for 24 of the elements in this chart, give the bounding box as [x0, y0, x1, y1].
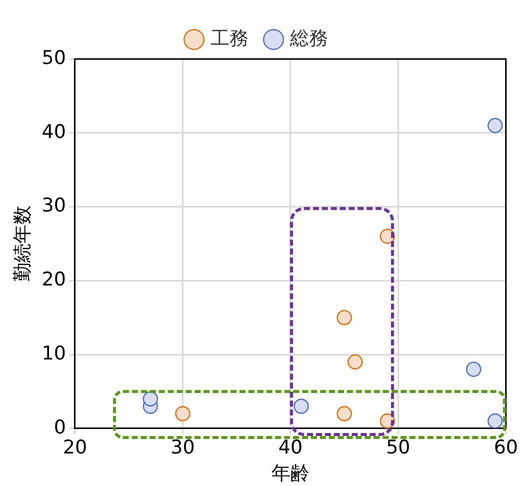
- point: [142, 391, 158, 406]
- y-axis-title: 勤続年数: [11, 206, 34, 282]
- y-tick-label: 50: [42, 46, 66, 69]
- x-tick-label: 20: [62, 436, 88, 459]
- x-tick-label: 30: [170, 436, 195, 459]
- point: [336, 406, 352, 422]
- point: [488, 118, 503, 134]
- y-tick-label: 0: [54, 416, 66, 438]
- legend-label: 工務: [210, 27, 248, 50]
- y-tick-label: 40: [42, 120, 66, 143]
- y-tick-label: 10: [42, 342, 66, 364]
- y-tick-label: 30: [42, 194, 66, 217]
- point: [336, 310, 352, 326]
- x-tick-label: 50: [386, 436, 410, 459]
- x-axis-title: 年齢: [271, 462, 310, 485]
- x-tick-label: 40: [278, 436, 303, 459]
- point: [466, 362, 482, 377]
- point: [488, 413, 503, 428]
- point: [175, 406, 190, 422]
- x-tick-label: 60: [494, 436, 518, 459]
- point: [347, 354, 363, 370]
- point: [294, 398, 309, 414]
- y-tick-label: 20: [42, 268, 66, 291]
- legend-label: 総務: [289, 27, 328, 50]
